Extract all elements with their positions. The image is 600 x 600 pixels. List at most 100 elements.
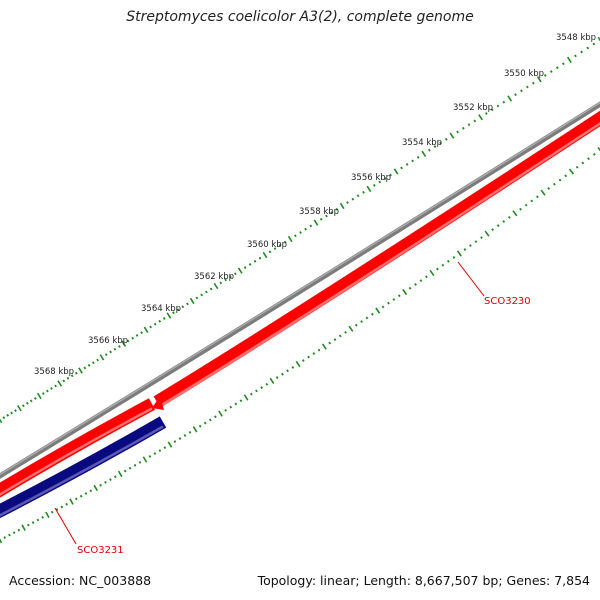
major-tick xyxy=(597,146,600,152)
gene-sco3230[interactable] xyxy=(153,110,600,408)
minor-tick xyxy=(46,389,49,393)
minor-tick xyxy=(104,481,107,484)
minor-tick xyxy=(419,279,423,283)
minor-tick xyxy=(140,331,143,335)
minor-tick xyxy=(209,287,213,291)
minor-tick xyxy=(294,234,297,238)
major-tick xyxy=(478,114,483,121)
major-tick xyxy=(93,484,99,492)
gene-sco3231[interactable] xyxy=(0,416,167,519)
minor-tick xyxy=(113,475,117,479)
minor-tick xyxy=(186,302,189,306)
scale-label: 3550 kbp xyxy=(504,69,544,79)
minor-tick xyxy=(148,455,152,458)
minor-tick xyxy=(575,165,579,169)
major-tick xyxy=(393,168,399,175)
major-tick xyxy=(375,307,381,314)
minor-tick xyxy=(243,266,247,269)
minor-tick xyxy=(301,359,305,362)
major-tick xyxy=(21,524,26,531)
minor-tick xyxy=(281,372,284,376)
major-tick xyxy=(402,288,408,296)
minor-tick xyxy=(55,508,59,511)
minor-tick xyxy=(387,301,390,305)
minor-tick xyxy=(181,305,185,309)
minor-tick xyxy=(203,421,207,425)
scale-label: 3548 kbp xyxy=(556,33,596,43)
minor-tick xyxy=(62,379,66,383)
minor-tick xyxy=(383,177,387,180)
minor-tick xyxy=(309,224,313,228)
major-tick xyxy=(484,230,490,237)
minor-tick xyxy=(461,126,465,130)
scale-label: 3560 kbp xyxy=(247,240,287,250)
minor-tick xyxy=(153,452,157,455)
minor-tick xyxy=(480,236,483,240)
minor-tick xyxy=(258,256,262,260)
minor-tick xyxy=(362,190,365,194)
minor-tick xyxy=(360,320,363,323)
minor-tick xyxy=(490,108,494,112)
minor-tick xyxy=(381,305,385,309)
major-tick xyxy=(348,325,354,332)
minor-tick xyxy=(33,397,37,400)
minor-tick xyxy=(427,148,431,152)
minor-tick xyxy=(592,152,596,156)
minor-tick xyxy=(265,382,269,386)
minor-tick xyxy=(275,376,279,379)
minor-tick xyxy=(249,392,253,396)
gene-label-sco3230[interactable]: SCO3230 xyxy=(484,296,531,307)
minor-tick xyxy=(346,201,349,204)
gene-red-fragment[interactable] xyxy=(0,398,156,498)
minor-tick xyxy=(109,350,112,354)
minor-tick xyxy=(514,93,517,97)
minor-tick xyxy=(195,296,199,300)
major-tick xyxy=(507,95,513,102)
minor-tick xyxy=(36,518,40,522)
major-tick xyxy=(99,354,105,361)
minor-tick xyxy=(273,247,277,251)
minor-tick xyxy=(60,505,64,509)
major-tick xyxy=(512,210,518,217)
minor-tick xyxy=(456,130,459,134)
major-tick xyxy=(456,250,462,257)
minor-tick xyxy=(414,283,417,286)
minor-tick xyxy=(229,405,233,409)
scale-label: 3562 kbp xyxy=(194,272,234,282)
minor-tick xyxy=(299,231,302,234)
minor-tick xyxy=(496,224,500,227)
minor-tick xyxy=(183,434,187,437)
major-tick xyxy=(568,168,574,175)
minor-tick xyxy=(50,510,54,514)
major-tick xyxy=(166,312,172,319)
minor-tick xyxy=(6,413,10,417)
major-tick xyxy=(78,367,83,374)
minor-tick xyxy=(574,54,577,58)
minor-tick xyxy=(581,161,585,165)
major-tick xyxy=(0,418,3,424)
gene-label-sco3231[interactable]: SCO3231 xyxy=(77,545,124,556)
minor-tick xyxy=(444,137,448,141)
minor-tick xyxy=(158,319,162,323)
minor-tick xyxy=(117,345,121,348)
minor-tick xyxy=(50,387,53,390)
minor-tick xyxy=(441,263,445,267)
minor-tick xyxy=(42,392,45,395)
minor-tick xyxy=(283,240,287,244)
minor-tick xyxy=(188,430,192,434)
major-tick xyxy=(142,456,148,463)
major-tick xyxy=(321,343,327,350)
minor-tick xyxy=(325,214,328,218)
minor-tick xyxy=(224,408,227,412)
minor-tick xyxy=(27,523,30,527)
minor-tick xyxy=(22,404,25,408)
minor-tick xyxy=(104,353,108,357)
major-tick xyxy=(167,441,173,448)
minor-tick xyxy=(128,466,132,470)
sco3230-leader-line xyxy=(457,261,485,297)
genome-summary-text: Topology: linear; Length: 8,667,507 bp; … xyxy=(257,573,590,588)
minor-tick xyxy=(214,415,217,419)
minor-tick xyxy=(234,272,237,276)
major-tick xyxy=(218,410,223,417)
